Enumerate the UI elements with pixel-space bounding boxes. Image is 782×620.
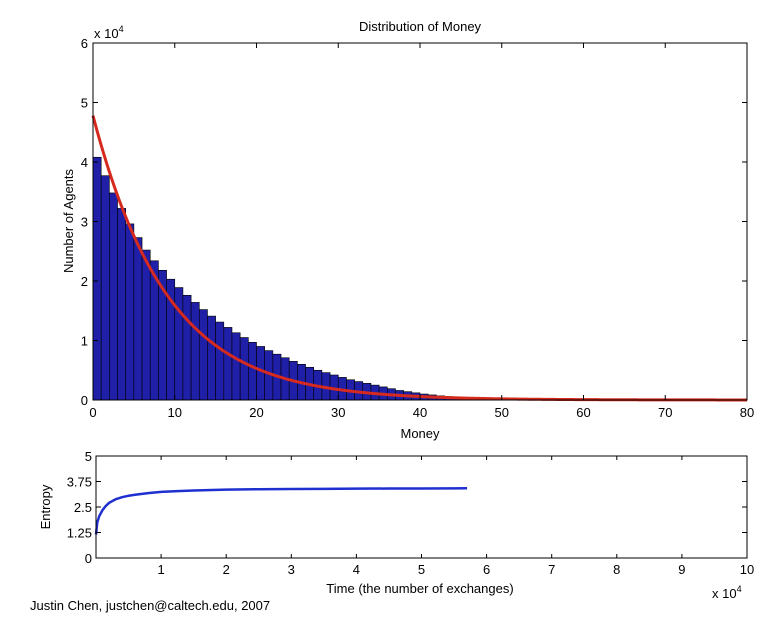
histogram-bar (190, 302, 200, 401)
histogram-bar (239, 337, 249, 401)
x-axis-ticks: 0 10 20 30 40 50 60 70 80 (89, 43, 754, 420)
histogram-bar (248, 341, 257, 401)
y-tick-label: 0 (85, 551, 92, 566)
y-tick-label: 0 (81, 393, 88, 408)
x-tick-label: 6 (483, 562, 490, 577)
entropy-line (94, 486, 468, 535)
histogram-bars (92, 156, 584, 401)
y-tick-label: 5 (85, 449, 92, 464)
y-tick-label: 3.75 (67, 475, 92, 490)
x-tick-label: 0 (89, 405, 96, 420)
plot-frame-bottom (95, 455, 748, 559)
y-axis-ticks: 0 1 2 3 4 5 6 (81, 36, 747, 408)
histogram-bar (223, 327, 233, 401)
x-tick-label: 60 (576, 405, 590, 420)
x-tick-label: 70 (658, 405, 672, 420)
histogram-bar (198, 309, 208, 401)
y-tick-label: 3 (81, 215, 88, 230)
y-exponent-label: x 104 (94, 24, 124, 41)
histogram-bar (100, 175, 110, 401)
y-tick-label: 2 (81, 274, 88, 289)
credit-text: Justin Chen, justchen@caltech.edu, 2007 (30, 598, 271, 613)
x-tick-label: 40 (413, 405, 427, 420)
x-tick-label: 2 (223, 562, 230, 577)
histogram-bar (92, 156, 102, 401)
x-tick-label: 80 (740, 405, 754, 420)
histogram-bar (109, 192, 118, 401)
x-exponent-label: x 104 (712, 584, 742, 601)
y-tick-label: 5 (81, 96, 88, 111)
x-axis-ticks-bottom: 1 2 3 4 5 6 7 8 9 10 (157, 456, 754, 577)
x-tick-label: 1 (157, 562, 164, 577)
y-axis-label: Number of Agents (61, 168, 76, 273)
histogram-bar (182, 294, 192, 401)
x-tick-label: 8 (613, 562, 620, 577)
histogram-bar (207, 315, 216, 401)
x-tick-label: 7 (548, 562, 555, 577)
histogram-bar (256, 346, 265, 401)
y-tick-label: 2.5 (74, 500, 92, 515)
x-tick-label: 50 (495, 405, 509, 420)
x-tick-label: 30 (331, 405, 345, 420)
y-tick-label: 1 (81, 334, 88, 349)
histogram-bar (141, 249, 151, 401)
y-tick-label: 1.25 (67, 526, 92, 541)
x-axis-label: Money (400, 426, 440, 441)
x-tick-label: 9 (678, 562, 685, 577)
histogram-bar (117, 208, 127, 401)
x-tick-label: 20 (249, 405, 263, 420)
x-tick-label: 10 (168, 405, 182, 420)
histogram-bar (174, 287, 184, 401)
histogram-bar (125, 223, 135, 401)
histogram-bar (133, 237, 143, 401)
x-tick-label: 3 (288, 562, 295, 577)
entropy-chart: 1 2 3 4 5 6 7 8 9 10 0 1.25 2.5 3.75 5 Time (the numb… (38, 449, 754, 601)
y-tick-label: 6 (81, 36, 88, 51)
money-distribution-chart: Distribution of Money x 104 0 10 20 30 40 50 6… (61, 19, 754, 441)
x-axis-label-bottom: Time (the number of exchanges) (326, 581, 513, 596)
x-tick-label: 5 (418, 562, 425, 577)
y-axis-ticks-bottom: 0 1.25 2.5 3.75 5 (67, 449, 747, 566)
histogram-bar (215, 321, 225, 401)
y-axis-label-bottom: Entropy (38, 484, 53, 529)
chart-title: Distribution of Money (359, 19, 482, 34)
x-tick-label: 4 (353, 562, 360, 577)
y-tick-label: 4 (81, 155, 88, 170)
x-tick-label: 10 (740, 562, 754, 577)
histogram-bar (231, 332, 241, 401)
